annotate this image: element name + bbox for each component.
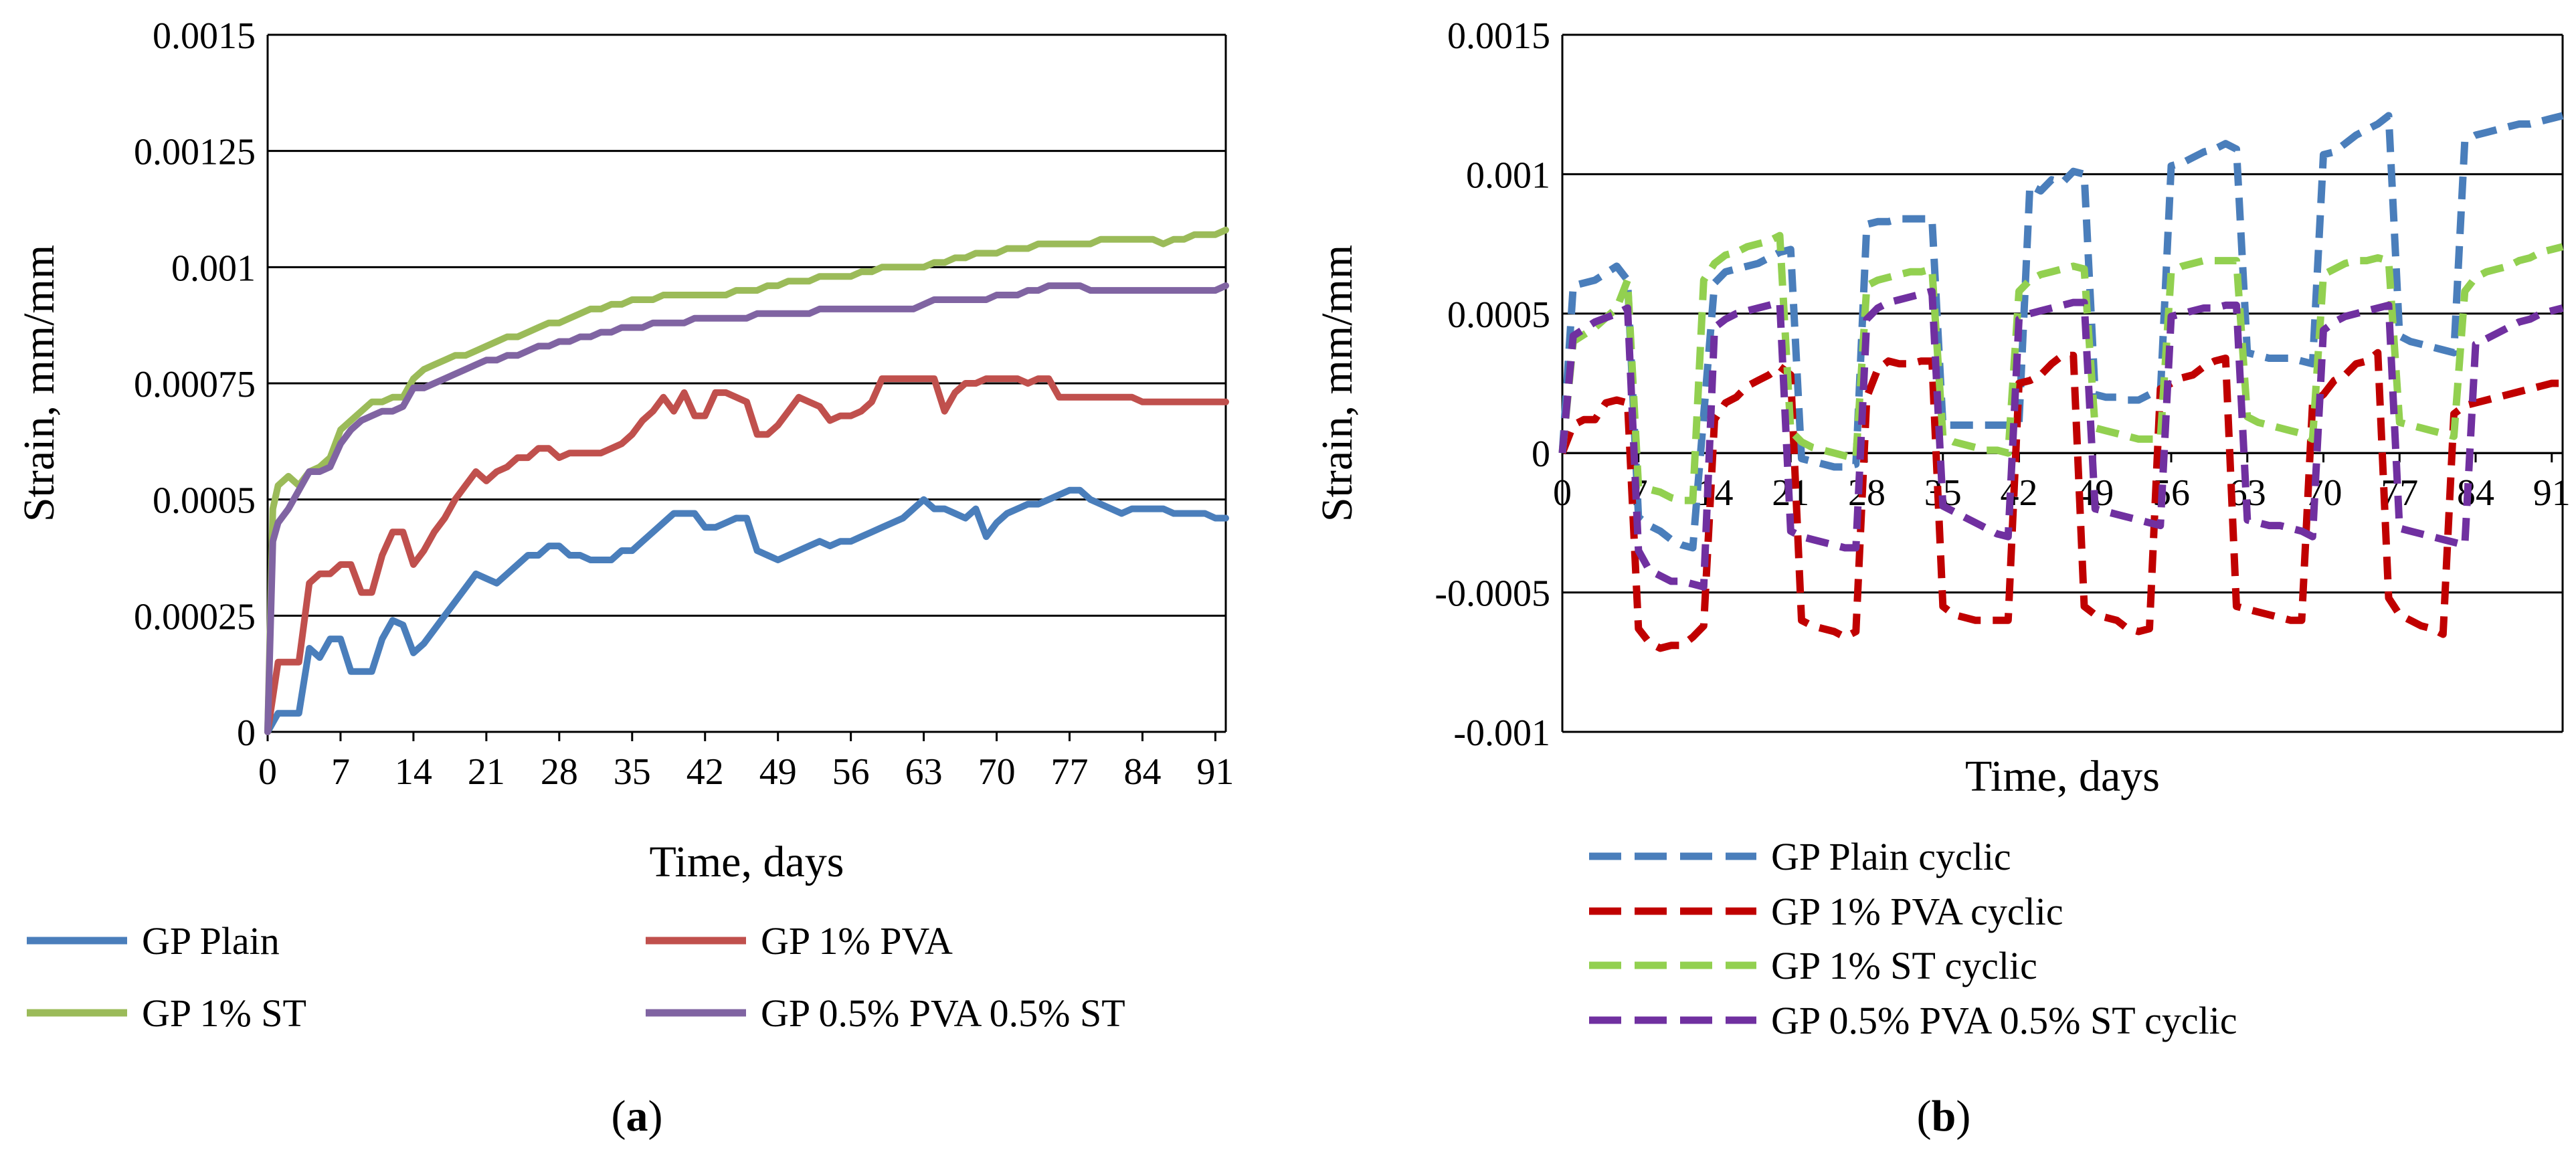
panel-a-y-tick-label: 0.0015 — [153, 15, 256, 57]
panel-a-x-axis-title: Time, days — [650, 838, 844, 886]
panel-a-x-tick-label: 84 — [1123, 751, 1161, 793]
panel-b-x-tick-label: 91 — [2533, 472, 2571, 514]
panel-a-x-tick-label: 91 — [1196, 751, 1234, 793]
panel-a-x-tick-label: 70 — [978, 751, 1016, 793]
panel-b-legend-label-2: GP 1% PVA cyclic — [1771, 890, 2063, 933]
panel-a-legend-label-2: GP 1% PVA — [761, 919, 953, 963]
panel-a-x-tick-label: 0 — [258, 751, 277, 793]
panel-a-legend-label-1: GP Plain — [142, 919, 280, 963]
panel-a-x-tick-label: 28 — [541, 751, 578, 793]
panel-a-x-tick-label: 56 — [832, 751, 870, 793]
panel-label-a-letter: a — [626, 1092, 648, 1141]
panel-a-series-line-4 — [264, 282, 1229, 735]
panel-b-series-line-3 — [1558, 231, 2564, 504]
panel-b-y-tick-label: -0.0005 — [1435, 573, 1550, 615]
panel-a-y-tick-label: 0.001 — [171, 248, 256, 289]
panel-b-series-line-4 — [1558, 288, 2564, 591]
panel-a-x-tick-label: 42 — [686, 751, 724, 793]
panel-b-y-tick-label: 0.0015 — [1447, 15, 1550, 57]
panel-a-x-tick-label: 7 — [331, 751, 350, 793]
panel-b-series-line-2 — [1558, 349, 2563, 652]
panel-b-y-tick-label: 0 — [1532, 433, 1550, 475]
panel-b-legend-label-4: GP 0.5% PVA 0.5% ST cyclic — [1771, 999, 2237, 1042]
panel-b-y-tick-label: 0.0005 — [1447, 294, 1550, 336]
panel-a-x-tick-label: 63 — [905, 751, 943, 793]
panel-b-y-tick-label: 0.001 — [1466, 155, 1550, 196]
panel-a-series-line-2 — [264, 375, 1229, 735]
panel-a-x-tick-label: 77 — [1051, 751, 1089, 793]
panel-a-x-tick-label: 49 — [759, 751, 797, 793]
panel-b-x-axis-title: Time, days — [1965, 752, 2160, 801]
panel-label-b-letter: b — [1932, 1092, 1956, 1141]
panel-a-y-tick-label: 0.00125 — [134, 132, 256, 173]
panel-b-legend-label-1: GP Plain cyclic — [1771, 835, 2011, 878]
panel-b-x-tick-label: 28 — [1848, 472, 1885, 514]
panel-a-legend-label-4: GP 0.5% PVA 0.5% ST — [761, 991, 1125, 1035]
panel-a-y-tick-label: 0.00075 — [134, 364, 256, 405]
panel-b-series-line-1 — [1558, 112, 2564, 552]
panel-a-y-tick-label: 0 — [237, 712, 256, 754]
panel-a-y-tick-label: 0.0005 — [153, 480, 256, 522]
panel-a-series-line-3 — [264, 226, 1229, 735]
panel-b-legend-label-3: GP 1% ST cyclic — [1771, 944, 2037, 987]
panel-a-y-tick-label: 0.00025 — [134, 596, 256, 638]
panel-label-a: (a) — [612, 1092, 663, 1141]
panel-a-x-tick-label: 14 — [395, 751, 432, 793]
panel-label-b: (b) — [1917, 1092, 1971, 1141]
panel-b-y-tick-label: -0.001 — [1453, 712, 1550, 754]
panel-b-y-axis-title: Strain, mm/mm — [1313, 245, 1362, 522]
panel-b-x-tick-label: 42 — [2001, 472, 2038, 514]
panel-a-x-tick-label: 21 — [468, 751, 505, 793]
panel-a-series-line-1 — [264, 486, 1229, 735]
panel-a-legend-label-3: GP 1% ST — [142, 991, 306, 1035]
chart-panel-a: 0 0.00025 0.0005 0.00075 0.001 0.00125 0.0015 0… — [15, 15, 1234, 1035]
panel-a-x-tick-label: 35 — [614, 751, 651, 793]
panel-b-x-tick-label: 0 — [1553, 472, 1572, 514]
panel-b-x-tick-label: 84 — [2457, 472, 2494, 514]
panel-a-y-axis-title: Strain, mm/mm — [15, 245, 64, 522]
